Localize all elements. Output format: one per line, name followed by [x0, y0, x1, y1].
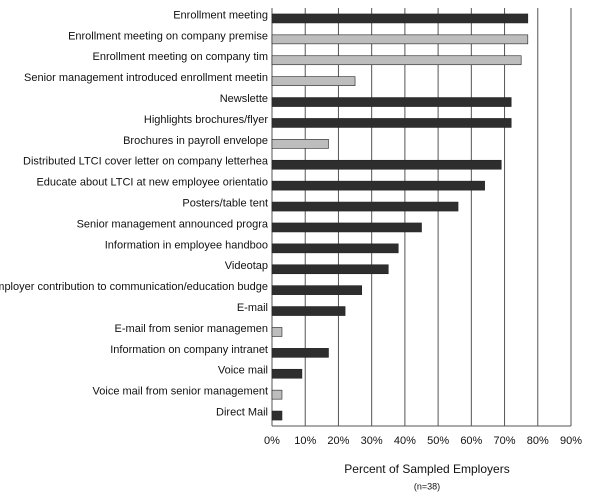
bar	[271, 201, 459, 212]
x-axis-label: Percent of Sampled Employers	[344, 462, 509, 476]
bar	[271, 410, 283, 421]
bar	[271, 34, 529, 45]
y-tick-label: Videotap	[225, 260, 268, 272]
y-tick-label: Voice mail from senior management	[93, 386, 268, 398]
y-tick-label: Senior management introduced enrollment …	[24, 72, 268, 84]
x-tick-label: 40%	[394, 435, 416, 447]
bar	[271, 264, 389, 275]
x-tick-label: 20%	[327, 435, 349, 447]
y-tick-label: Voice mail	[218, 365, 268, 377]
x-tick-label: 80%	[527, 435, 549, 447]
bar	[271, 55, 522, 66]
bar	[271, 285, 362, 295]
y-tick-label: Enrollment meeting on company premise	[68, 30, 268, 42]
y-tick-label: Newslette	[220, 93, 268, 105]
y-tick-label: Enrollment meeting on company tim	[93, 51, 268, 63]
bar	[271, 118, 512, 128]
y-tick-label: Educate about LTCI at new employee orien…	[36, 177, 268, 189]
bar	[271, 368, 303, 379]
bar	[271, 389, 283, 400]
y-tick-label: Brochures in payroll envelope	[123, 135, 268, 147]
x-tick-label: 90%	[560, 435, 582, 447]
x-tick-label: 60%	[460, 435, 482, 447]
y-tick-label: Posters/table tent	[182, 197, 268, 209]
x-tick-label: 10%	[294, 435, 316, 447]
bar	[271, 306, 346, 316]
bar	[271, 222, 422, 233]
y-tick-label: Highlights brochures/flyer	[144, 114, 268, 126]
y-tick-label: Employer contribution to communication/e…	[0, 281, 268, 293]
x-tick-label: 50%	[427, 435, 449, 447]
x-tick-label: 0%	[264, 435, 280, 447]
bar	[271, 243, 399, 254]
y-tick-label: Distributed LTCI cover letter on company…	[23, 156, 269, 168]
y-tick-label: E-mail	[237, 302, 268, 314]
bar	[271, 180, 485, 191]
y-tick-label: Information in employee handboo	[105, 239, 268, 251]
x-tick-label: 70%	[494, 435, 516, 447]
bar	[271, 327, 283, 337]
subtitle: (n=38)	[414, 481, 440, 491]
bar	[271, 139, 329, 149]
y-tick-label: Direct Mail	[216, 406, 268, 418]
bar	[271, 159, 502, 170]
bar	[271, 76, 356, 86]
y-tick-label: Enrollment meeting	[173, 9, 268, 21]
y-tick-label: Senior management announced progra	[77, 218, 269, 230]
bar	[271, 348, 329, 358]
bar	[271, 97, 512, 107]
y-tick-label: Information on company intranet	[110, 344, 268, 356]
x-tick-label: 30%	[361, 435, 383, 447]
bar	[271, 13, 529, 24]
y-tick-label: E-mail from senior managemen	[115, 323, 268, 335]
